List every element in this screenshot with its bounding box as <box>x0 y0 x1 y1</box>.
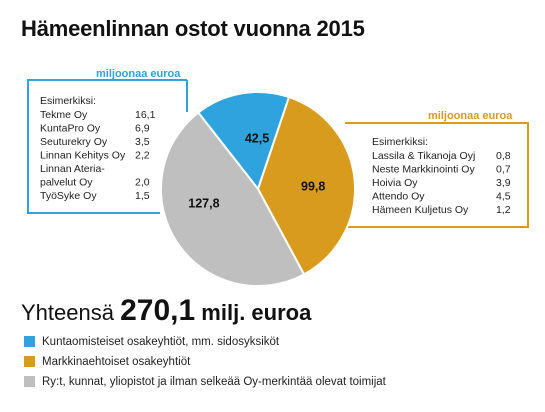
total-value: 270,1 <box>120 294 196 327</box>
callout-row-value: 4,5 <box>496 191 511 203</box>
callout-row-name: Hämeen Kuljetus Oy <box>372 204 469 216</box>
pie-slice <box>159 111 306 288</box>
callout-row-name: Linnan Kehitys Oy <box>40 150 126 162</box>
legend-item: Kuntaomisteiset osakeyhtiöt, mm. sidosyk… <box>24 332 386 351</box>
legend-label: Markkinaehtoiset osakeyhtiöt <box>42 355 191 368</box>
legend: Kuntaomisteiset osakeyhtiöt, mm. sidosyk… <box>24 332 386 392</box>
callout-row-value: 2,0 <box>135 177 150 189</box>
legend-swatch <box>24 376 35 387</box>
callout-row-name: Lassila & Tikanoja Oyj <box>372 150 475 162</box>
chart-title: Hämeenlinnan ostot vuonna 2015 <box>21 16 365 41</box>
left-callout-unit: miljoonaa euroa <box>96 68 181 80</box>
total-unit: milj. euroa <box>201 300 312 325</box>
legend-item: Ry:t, kunnat, yliopistot ja ilman selkeä… <box>24 372 386 391</box>
callout-row-value: 3,5 <box>135 136 150 148</box>
pie-slice <box>196 91 291 192</box>
left-callout: miljoonaa euroa Esimerkiksi: Tekme Oy 16,… <box>27 68 188 214</box>
pie-slice <box>256 95 357 276</box>
callout-row-name: Linnan Ateria- <box>40 163 105 175</box>
legend-swatch <box>24 356 35 367</box>
callout-row-value: 0,7 <box>496 164 511 176</box>
left-callout-border <box>27 79 187 214</box>
right-callout: miljoonaa euroa Esimerkiksi: Lassila & T… <box>344 110 529 228</box>
callout-row-name: Seuturekry Oy <box>40 136 108 148</box>
callout-row-value: 3,9 <box>496 177 511 189</box>
legend-item: Markkinaehtoiset osakeyhtiöt <box>24 352 386 371</box>
legend-label: Kuntaomisteiset osakeyhtiöt, mm. sidosyk… <box>42 335 280 348</box>
callout-row-value: 1,5 <box>135 190 150 202</box>
callout-row-name: Attendo Oy <box>372 191 425 203</box>
callout-row-value: 2,2 <box>135 150 150 162</box>
pie-slice-label: 42,5 <box>245 131 269 145</box>
callout-row-value: 0,8 <box>496 150 511 162</box>
callout-row-name: TyöSyke Oy <box>40 190 97 202</box>
callout-row-value: 6,9 <box>135 123 150 135</box>
legend-label: Ry:t, kunnat, yliopistot ja ilman selkeä… <box>42 375 386 388</box>
pie-slice-label: 127,8 <box>188 196 219 210</box>
total-line: Yhteensä 270,1 milj. euroa <box>21 294 311 328</box>
callout-row-name: Neste Markkinointi Oy <box>372 164 475 176</box>
legend-swatch <box>24 336 35 347</box>
callout-row-name: KuntaPro Oy <box>40 123 101 135</box>
callout-row-value: 16,1 <box>135 109 156 121</box>
total-prefix: Yhteensä <box>21 300 114 325</box>
pie-slice-label: 99,8 <box>301 180 325 194</box>
callout-row-name: Hoivia Oy <box>372 177 418 189</box>
right-callout-heading: Esimerkiksi: <box>372 136 428 148</box>
callout-row-value: 1,2 <box>496 204 511 216</box>
callout-row-name: palvelut Oy <box>40 177 93 189</box>
callout-row-name: Tekme Oy <box>40 109 88 121</box>
left-callout-heading: Esimerkiksi: <box>40 95 96 107</box>
right-callout-unit: miljoonaa euroa <box>428 110 513 122</box>
